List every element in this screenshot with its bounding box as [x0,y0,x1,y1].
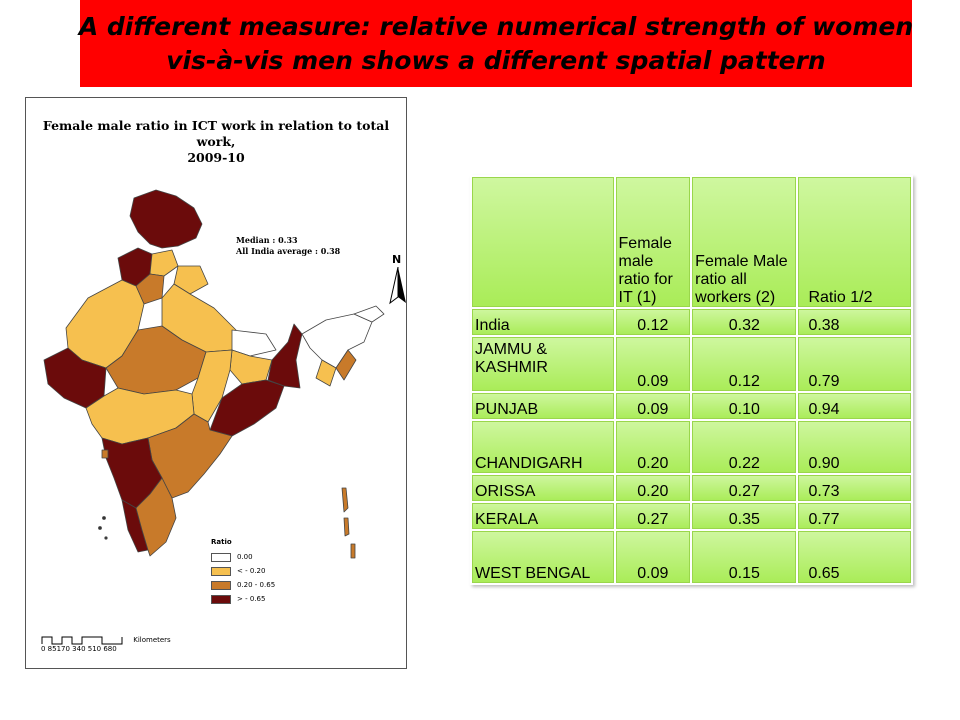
all-ratio-cell: 0.15 [690,529,799,585]
state-cell: JAMMU & KASHMIR [470,335,616,393]
legend-title: Ratio [211,538,232,546]
it-ratio-cell: 0.09 [613,335,693,393]
legend-swatch [211,594,231,604]
all-ratio-cell: 0.12 [690,335,799,393]
legend-item: 0.20 - 0.65 [211,578,275,592]
state-cell: WEST BENGAL [470,529,616,585]
legend-item: < - 0.20 [211,564,275,578]
all-ratio-cell: 0.22 [690,419,799,475]
all-ratio-cell: 0.10 [690,391,799,421]
table-row: PUNJAB 0.09 0.10 0.94 [470,391,913,421]
header-cell: Female Male ratio all workers (2) [690,175,799,309]
median-label: Median : 0.33 [236,235,298,245]
table-row: KERALA 0.27 0.35 0.77 [470,501,913,531]
scale-bar-graphic [41,636,123,645]
ratio-cell: 0.90 [796,419,913,475]
region-jammu-kashmir [129,189,203,249]
title-line-2: vis-à-vis men shows a different spatial … [166,45,826,75]
legend-swatch [211,552,231,562]
north-label: N [392,253,402,266]
state-cell: CHANDIGARH [470,419,616,475]
average-label: All India average : 0.38 [236,246,341,256]
ratio-table: Female male ratio for IT (1) Female Male… [470,175,913,585]
legend-label: > - 0.65 [237,595,266,603]
slide-title: A different measure: relative numerical … [78,0,914,87]
ratio-cell: 0.77 [796,501,913,531]
table-row: ORISSA 0.20 0.27 0.73 [470,473,913,503]
scale-ticks: 0 85170 340 510 680 [41,645,117,653]
india-map [43,189,385,559]
region-northeast [301,313,373,369]
map-title-line-1: Female male ratio in ICT work in relatio… [42,118,390,149]
header-cell: Ratio 1/2 [796,175,913,309]
scale-bar: Kilometers 0 85170 340 510 680 [41,635,171,653]
region-tamil-nadu [135,477,177,557]
table-row: India 0.12 0.32 0.38 [470,307,913,337]
ratio-cell: 0.73 [796,473,913,503]
header-cell [470,175,616,309]
table-row: WEST BENGAL 0.09 0.15 0.65 [470,529,913,585]
map-title: Female male ratio in ICT work in relatio… [26,118,406,166]
legend-label: < - 0.20 [237,567,266,575]
all-ratio-cell: 0.35 [690,501,799,531]
it-ratio-cell: 0.27 [613,501,693,531]
state-cell: ORISSA [470,473,616,503]
state-cell: PUNJAB [470,391,616,421]
legend-item: 0.00 [211,550,275,564]
india-map-panel: Female male ratio in ICT work in relatio… [25,97,407,669]
table-row: JAMMU & KASHMIR 0.09 0.12 0.79 [470,335,913,393]
ratio-cell: 0.94 [796,391,913,421]
it-ratio-cell: 0.12 [613,307,693,337]
table-header-row: Female male ratio for IT (1) Female Male… [470,175,913,309]
state-cell: India [470,307,616,337]
legend-item: > - 0.65 [211,592,275,606]
it-ratio-cell: 0.09 [613,391,693,421]
legend-label: 0.20 - 0.65 [237,581,276,589]
ratio-cell: 0.38 [796,307,913,337]
ratio-cell: 0.79 [796,335,913,393]
it-ratio-cell: 0.09 [613,529,693,585]
legend-label: 0.00 [237,553,253,561]
scale-unit: Kilometers [133,636,171,644]
it-ratio-cell: 0.20 [613,473,693,503]
state-cell: KERALA [470,501,616,531]
all-ratio-cell: 0.32 [690,307,799,337]
title-line-1: A different measure: relative numerical … [78,11,914,41]
table-row: CHANDIGARH 0.20 0.22 0.90 [470,419,913,475]
header-cell: Female male ratio for IT (1) [613,175,693,309]
it-ratio-cell: 0.20 [613,419,693,475]
map-title-line-2: 2009-10 [187,150,245,165]
map-stats: Median : 0.33 All India average : 0.38 [236,235,340,257]
legend-swatch [211,566,231,576]
ratio-cell: 0.65 [796,529,913,585]
region-west-bengal [267,323,303,389]
all-ratio-cell: 0.27 [690,473,799,503]
legend-swatch [211,580,231,590]
map-legend: Ratio 0.00 < - 0.20 0.20 - 0.65 > - 0.65 [211,538,275,606]
